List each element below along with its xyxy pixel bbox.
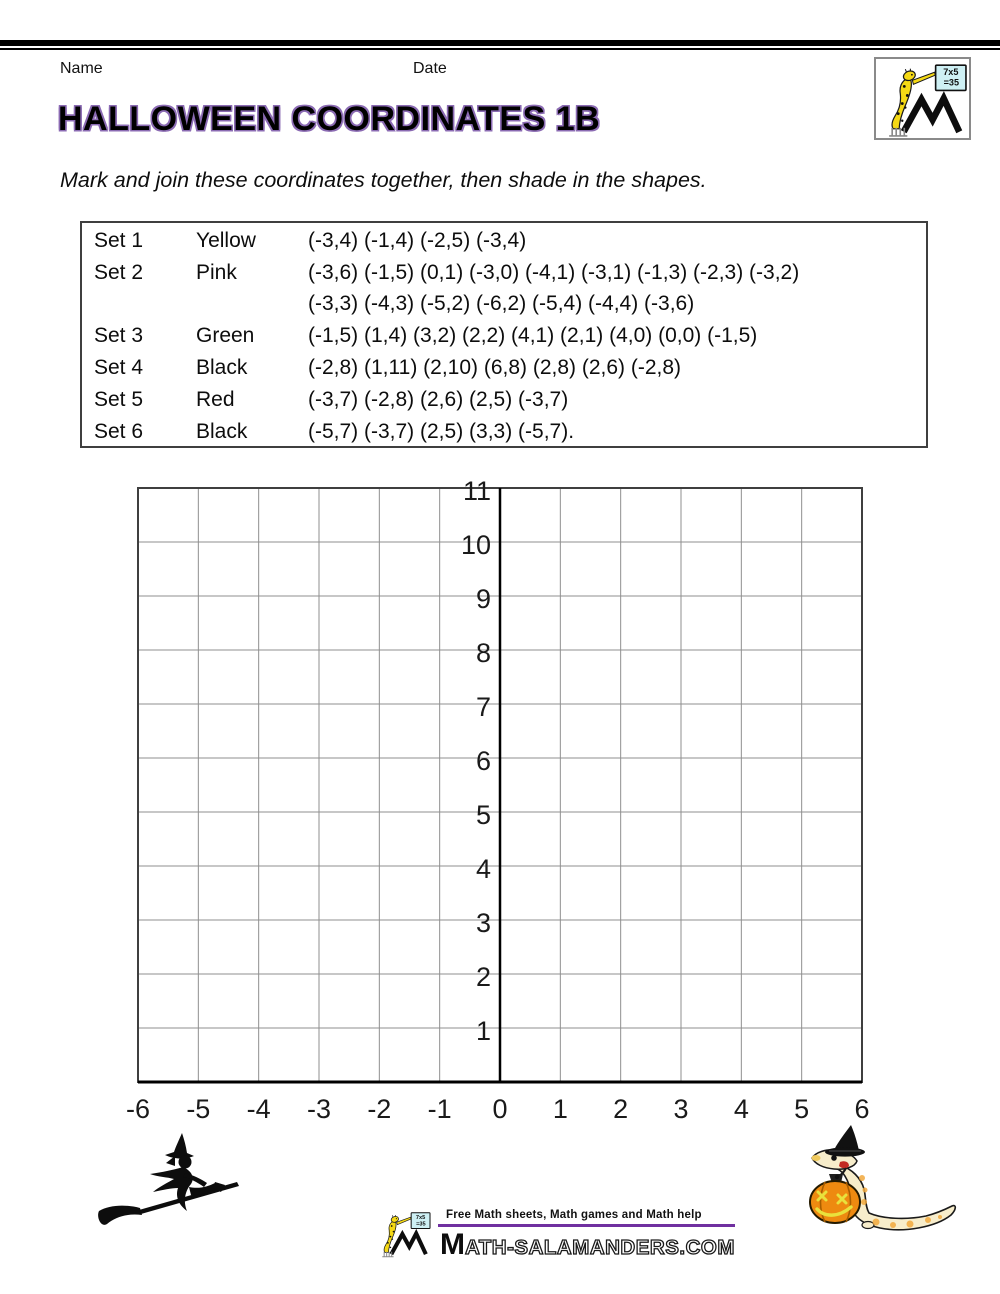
set-color: Yellow <box>196 228 256 252</box>
salamander-eye <box>831 1155 837 1161</box>
top-rule <box>0 40 1000 46</box>
footer-text-block: Free Math sheets, Math games and Math he… <box>438 1209 735 1262</box>
logo-m-glyph <box>900 91 963 134</box>
set-coordinates: (-2,8) (1,11) (2,10) (6,8) (2,8) (2,6) (… <box>308 356 682 380</box>
svg-text:-6: -6 <box>126 1094 150 1124</box>
set-label: Set 1 <box>94 228 144 252</box>
svg-text:7x5: 7x5 <box>943 67 958 77</box>
set-label: Set 4 <box>94 356 144 380</box>
instruction-text: Mark and join these coordinates together… <box>60 168 707 192</box>
svg-text:-4: -4 <box>247 1094 271 1124</box>
salamander-hand <box>834 1174 840 1180</box>
set-label: Set 2 <box>94 260 144 284</box>
set-coordinates: (-3,6) (-1,5) (0,1) (-3,0) (-4,1) (-3,1)… <box>308 260 800 284</box>
table-row: Set 4 Black (-2,8) (1,11) (2,10) (6,8) (… <box>82 352 926 384</box>
footer-tagline: Free Math sheets, Math games and Math he… <box>438 1209 735 1227</box>
svg-text:1: 1 <box>553 1094 568 1124</box>
svg-text:3: 3 <box>476 908 491 938</box>
footer-logo: Free Math sheets, Math games and Math he… <box>374 1209 735 1262</box>
set-label: Set 3 <box>94 324 144 348</box>
pumpkin-icon <box>809 1174 861 1224</box>
set-color: Green <box>196 324 255 348</box>
svg-text:5: 5 <box>476 800 491 830</box>
footer-domain-rest: ATH-SALAMANDERS.COM <box>464 1235 735 1259</box>
set-color: Black <box>196 356 248 380</box>
table-row: Set 2 Pink (-3,6) (-1,5) (0,1) (-3,0) (-… <box>82 257 926 289</box>
logo-flashcard <box>934 64 967 92</box>
svg-text:4: 4 <box>734 1094 749 1124</box>
witch-figure-icon <box>150 1133 225 1211</box>
svg-text:3: 3 <box>673 1094 688 1124</box>
set-label: Set 6 <box>94 419 144 443</box>
svg-text:6: 6 <box>476 746 491 776</box>
salamander-pumpkin-clipart <box>809 1125 957 1231</box>
salamander-snout <box>811 1155 821 1161</box>
witch-on-broom-clipart <box>98 1133 239 1225</box>
salamander-speckles <box>859 1175 942 1228</box>
set-color: Red <box>196 387 235 411</box>
set-color: Black <box>196 419 248 443</box>
footer-domain-initial: M <box>440 1228 465 1261</box>
svg-text:=35: =35 <box>944 77 959 87</box>
svg-text:-2: -2 <box>367 1094 391 1124</box>
footer-domain: MATH-SALAMANDERS.COM <box>438 1228 735 1262</box>
salamander-cheek <box>839 1161 849 1169</box>
table-row: Set 5 Red (-3,7) (-2,8) (2,6) (2,5) (-3,… <box>82 384 926 416</box>
table-row: Set 3 Green (-1,5) (1,4) (3,2) (2,2) (4,… <box>82 320 926 352</box>
set-coordinates: (-3,7) (-2,8) (2,6) (2,5) (-3,7) <box>308 387 569 411</box>
broom-stick-icon <box>139 1182 239 1214</box>
set-color: Pink <box>196 260 237 284</box>
svg-text:-3: -3 <box>307 1094 331 1124</box>
svg-text:2: 2 <box>613 1094 628 1124</box>
table-row: Set 6 Black (-5,7) (-3,7) (2,5) (3,3) (-… <box>82 416 926 448</box>
salamander-logo-icon: 7x5 =35 <box>889 64 967 137</box>
set-coordinates: (-5,7) (-3,7) (2,5) (3,3) (-5,7). <box>308 419 575 443</box>
svg-text:1: 1 <box>476 1016 491 1046</box>
svg-text:9: 9 <box>476 584 491 614</box>
svg-text:2: 2 <box>476 962 491 992</box>
table-row: (-3,3) (-4,3) (-5,2) (-6,2) (-5,4) (-4,4… <box>82 289 926 321</box>
table-row: Set 1 Yellow (-3,4) (-1,4) (-2,5) (-3,4) <box>82 225 926 257</box>
set-coordinates: (-3,3) (-4,3) (-5,2) (-6,2) (-5,4) (-4,4… <box>308 292 695 316</box>
coordinate-grid: 1 2 3 4 5 6 7 8 9 10 11 -6 -5 -4 -3 -2 -1 0 1 2 3 4 5 6 <box>126 476 870 1124</box>
svg-text:4: 4 <box>476 854 491 884</box>
svg-text:10: 10 <box>461 530 491 560</box>
witch-hat-icon <box>825 1125 865 1157</box>
page-title: HALLOWEEN COORDINATES 1B <box>58 100 601 138</box>
set-label: Set 5 <box>94 387 144 411</box>
svg-text:0: 0 <box>492 1094 507 1124</box>
svg-text:11: 11 <box>463 476 491 506</box>
salamander-foot <box>861 1220 875 1230</box>
broom-bristles-icon <box>98 1205 142 1225</box>
svg-text:5: 5 <box>794 1094 809 1124</box>
svg-text:-5: -5 <box>186 1094 210 1124</box>
name-label: Name <box>60 60 103 77</box>
svg-text:6: 6 <box>854 1094 869 1124</box>
date-label: Date <box>413 60 447 77</box>
footer-salamander-icon <box>374 1209 432 1258</box>
svg-text:7: 7 <box>476 692 491 722</box>
svg-text:-1: -1 <box>428 1094 452 1124</box>
coordinate-sets-table: Set 1 Yellow (-3,4) (-1,4) (-2,5) (-3,4)… <box>80 221 928 448</box>
set-coordinates: (-3,4) (-1,4) (-2,5) (-3,4) <box>308 228 527 252</box>
top-rule-thin <box>0 48 1000 50</box>
set-coordinates: (-1,5) (1,4) (3,2) (2,2) (4,1) (2,1) (4,… <box>308 324 758 348</box>
svg-text:8: 8 <box>476 638 491 668</box>
math-salamanders-logo: 7x5 =35 <box>874 57 971 140</box>
salamander-character-icon <box>889 68 936 137</box>
